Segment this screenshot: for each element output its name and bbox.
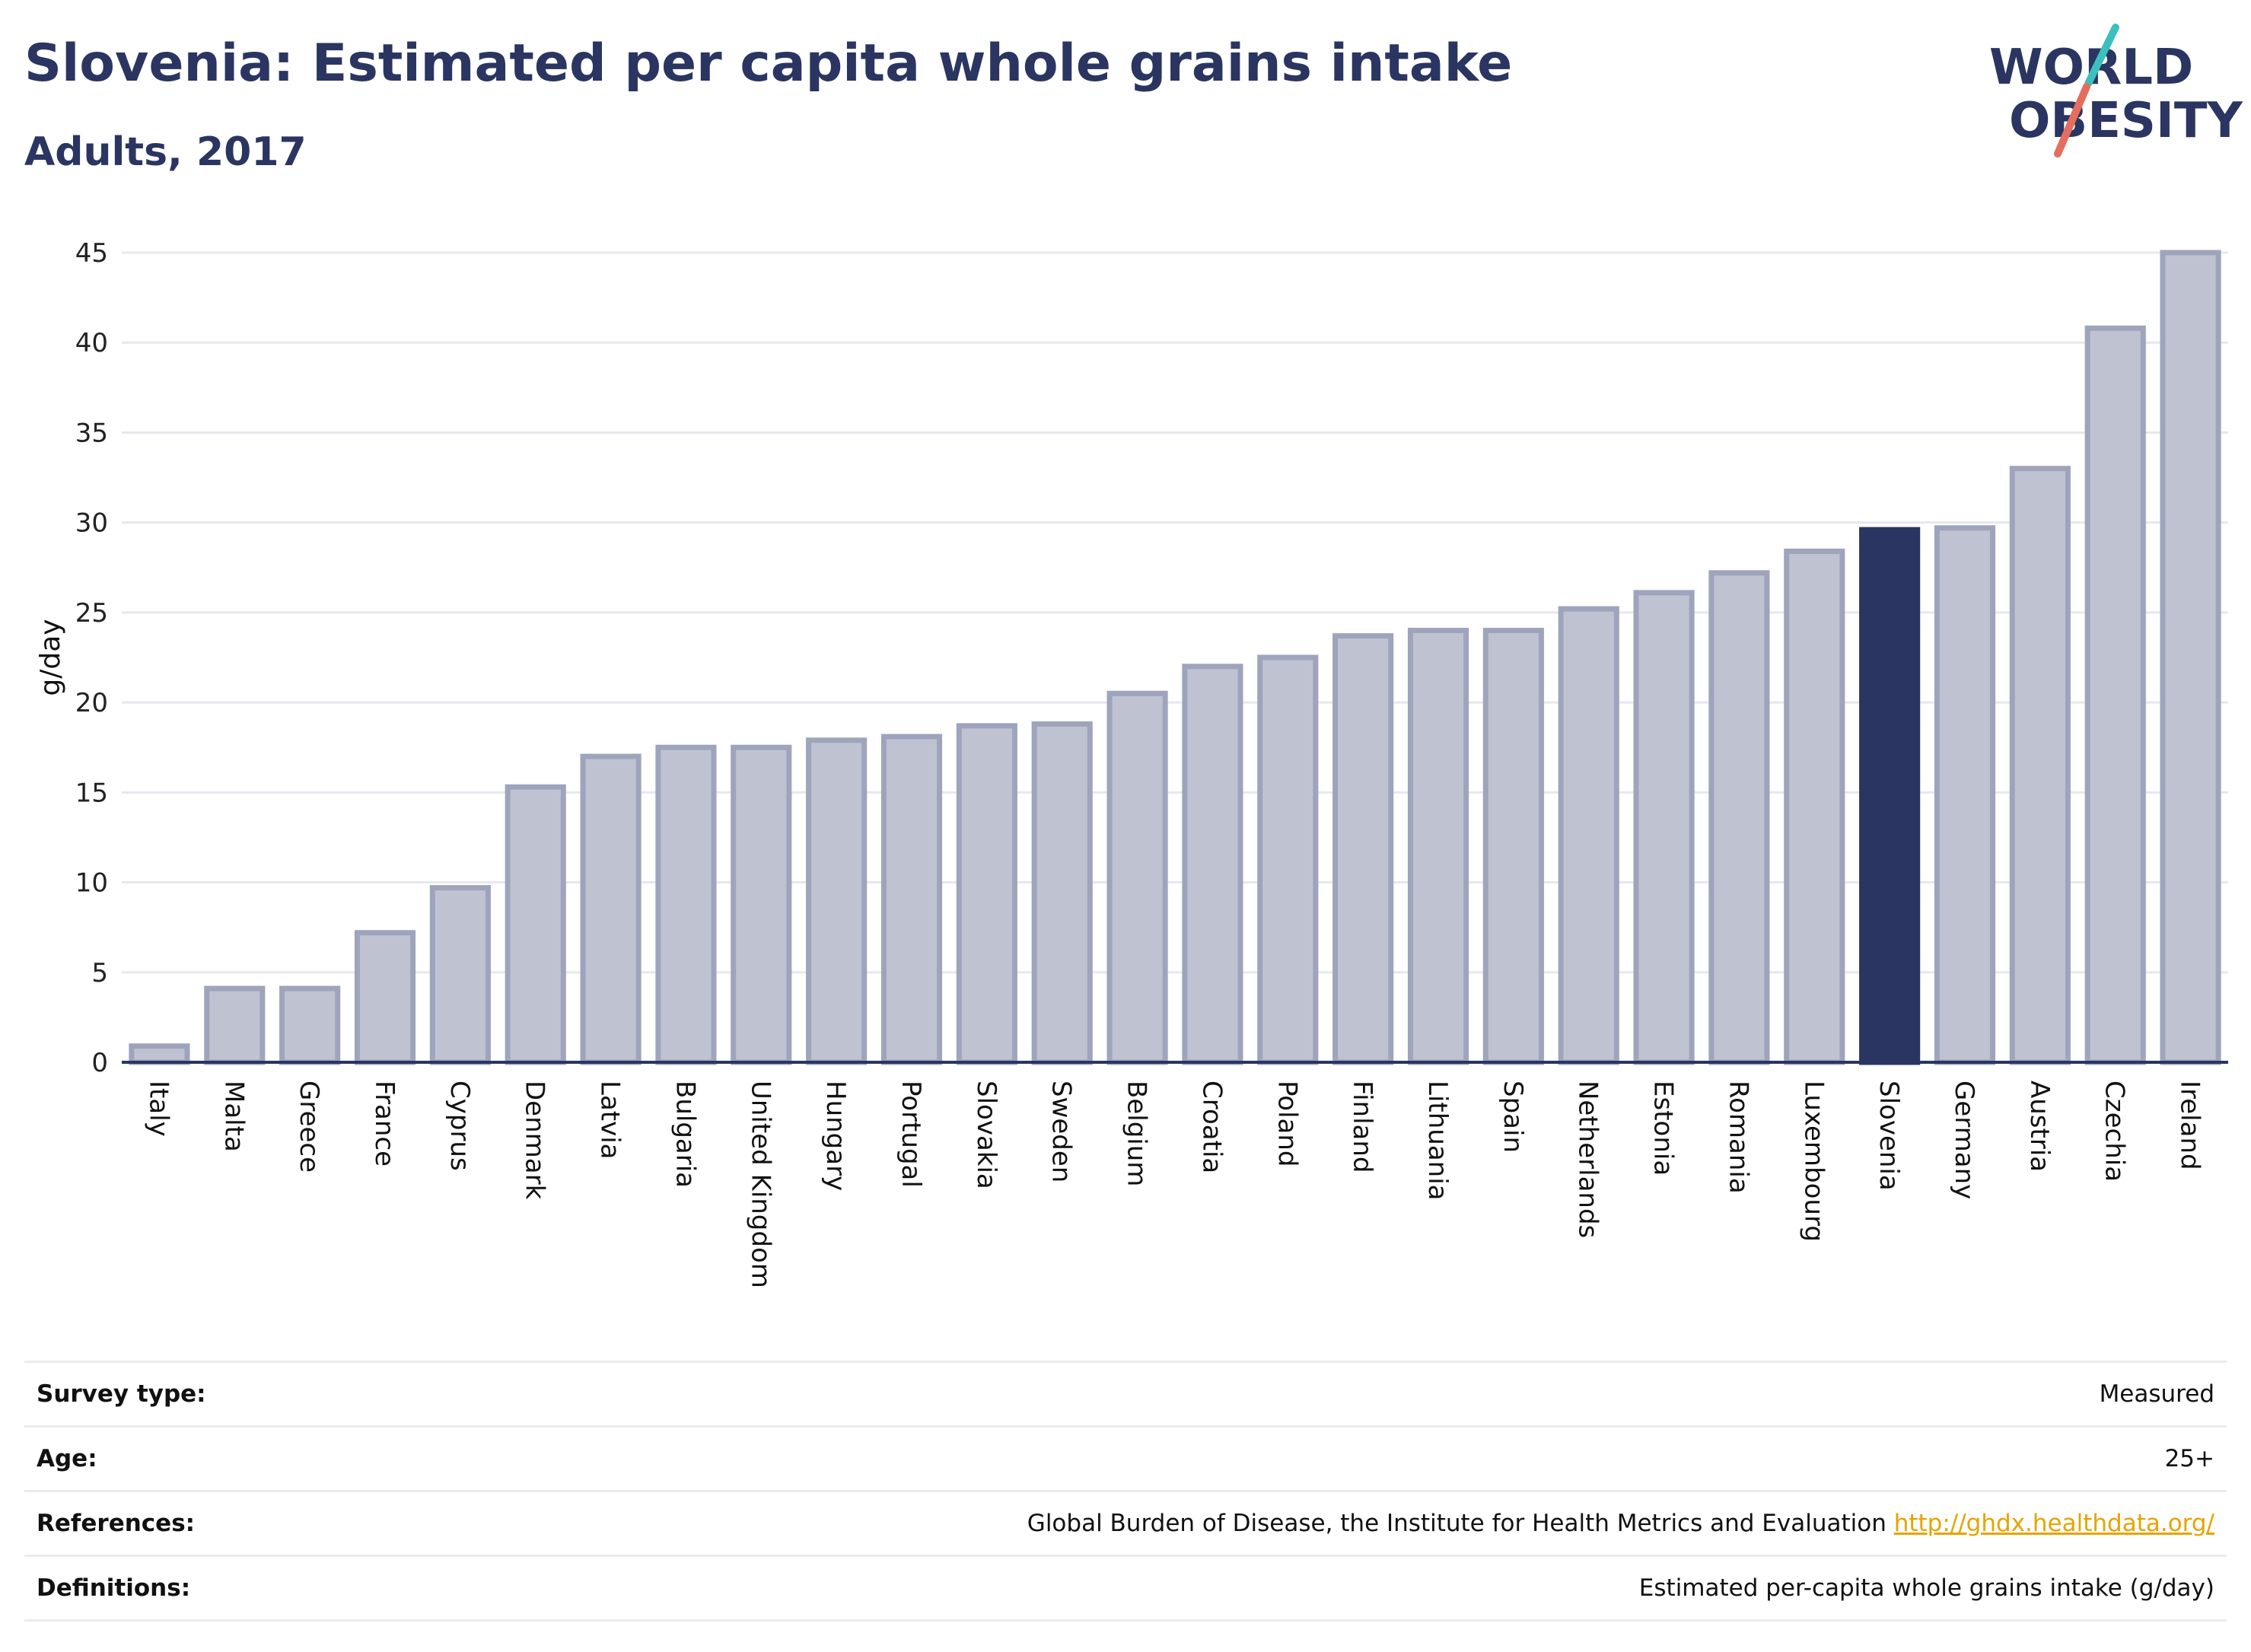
bar-romania[interactable] — [1708, 570, 1770, 1065]
x-tick-label: Luxembourg — [1798, 1081, 1829, 1242]
bar-hungary[interactable] — [806, 737, 868, 1065]
x-tick-label: France — [369, 1081, 400, 1167]
bar-austria[interactable] — [2009, 466, 2071, 1065]
bar-sweden[interactable] — [1031, 721, 1093, 1065]
x-tick-label: Austria — [2024, 1081, 2055, 1172]
bar-france[interactable] — [354, 930, 416, 1065]
x-tick-label: Ireland — [2175, 1081, 2205, 1170]
bar-croatia[interactable] — [1182, 664, 1243, 1065]
bar-slovenia[interactable] — [1859, 527, 1921, 1065]
x-tick-label: Portugal — [896, 1081, 926, 1188]
bar-luxembourg[interactable] — [1784, 548, 1845, 1065]
y-tick-label: 30 — [75, 508, 108, 539]
bar-germany[interactable] — [1934, 525, 1996, 1065]
x-tick-label: Bulgaria — [670, 1081, 700, 1188]
references-label: References: — [24, 1490, 328, 1556]
bar-malta[interactable] — [204, 985, 266, 1065]
bar-lithuania[interactable] — [1407, 628, 1469, 1065]
bar-greece[interactable] — [279, 985, 341, 1065]
x-tick-label: Estonia — [1648, 1081, 1679, 1176]
y-tick-label: 15 — [75, 778, 108, 808]
y-tick-label: 45 — [75, 238, 108, 269]
bar-netherlands[interactable] — [1558, 606, 1619, 1065]
x-tick-label: Netherlands — [1573, 1081, 1603, 1238]
y-tick-label: 35 — [75, 418, 108, 448]
bar-bulgaria[interactable] — [655, 744, 717, 1065]
x-tick-label: Italy — [143, 1081, 174, 1137]
bar-belgium[interactable] — [1106, 690, 1168, 1065]
bar-cyprus[interactable] — [429, 885, 491, 1065]
age-value: 25+ — [327, 1425, 2227, 1491]
definitions-value: Estimated per-capita whole grains intake… — [327, 1555, 2227, 1622]
bar-italy[interactable] — [129, 1043, 190, 1065]
bar-portugal[interactable] — [880, 734, 943, 1065]
x-tick-label: Malta — [218, 1081, 249, 1152]
bar-poland[interactable] — [1257, 654, 1319, 1065]
x-tick-label: Hungary — [820, 1081, 851, 1191]
references-text: Global Burden of Disease, the Institute … — [1027, 1510, 1886, 1537]
bars — [129, 250, 2221, 1065]
references-link[interactable]: http://ghdx.healthdata.org/ — [1893, 1510, 2214, 1537]
bar-chart: Italy Malta Greece France Cyprus Denmark Latvi… — [35, 238, 2228, 1288]
bar-latvia[interactable] — [580, 753, 642, 1065]
y-tick-label: 10 — [75, 868, 108, 899]
bar-estonia[interactable] — [1633, 590, 1695, 1065]
y-tick-label: 25 — [75, 598, 108, 629]
x-tick-label: Sweden — [1046, 1081, 1077, 1183]
bar-czechia[interactable] — [2084, 325, 2146, 1065]
x-axis-labels: Italy Malta Greece France Cyprus Denmark Latvi… — [143, 1081, 2205, 1288]
x-tick-label: Greece — [294, 1081, 324, 1173]
x-tick-label: Denmark — [520, 1081, 550, 1200]
bar-slovakia[interactable] — [956, 723, 1017, 1065]
info-row-definitions: Definitions: Estimated per-capita whole … — [24, 1555, 2227, 1622]
logo-line2: OBESITY — [2009, 93, 2243, 149]
page-subtitle: Adults, 2017 — [24, 129, 307, 175]
x-tick-label: Finland — [1347, 1081, 1377, 1173]
world-obesity-logo: WORLD OBESITY — [1989, 24, 2243, 158]
x-tick-label: Belgium — [1122, 1081, 1152, 1186]
info-table: Survey type: Measured Age: 25+ Reference… — [24, 1361, 2227, 1622]
y-tick-label: 0 — [91, 1048, 108, 1078]
references-value: Global Burden of Disease, the Institute … — [327, 1490, 2227, 1556]
x-tick-label: Latvia — [595, 1081, 626, 1160]
y-tick-label: 40 — [75, 328, 108, 358]
x-tick-label: Slovakia — [971, 1081, 1001, 1189]
survey-type-value: Measured — [327, 1361, 2227, 1427]
y-tick-label: 5 — [91, 958, 108, 988]
x-tick-label: Lithuania — [1422, 1081, 1453, 1200]
x-tick-label: Poland — [1272, 1081, 1302, 1167]
bar-spain[interactable] — [1482, 628, 1544, 1065]
logo-line1: WORLD — [1989, 40, 2193, 96]
y-axis-title: g/day — [35, 619, 66, 695]
bar-ireland[interactable] — [2160, 250, 2221, 1065]
age-label: Age: — [24, 1425, 328, 1491]
survey-type-label: Survey type: — [24, 1361, 328, 1427]
x-tick-label: Czechia — [2100, 1081, 2130, 1182]
logo-slash-teal — [2084, 24, 2119, 88]
bar-united-kingdom[interactable] — [731, 744, 792, 1065]
y-tick-label: 20 — [75, 688, 108, 718]
x-tick-label: Croatia — [1196, 1081, 1227, 1173]
info-row-survey-type: Survey type: Measured — [24, 1361, 2227, 1427]
page-title: Slovenia: Estimated per capita whole gra… — [24, 33, 1513, 94]
y-axis-labels: 0 5 10 15 20 25 30 35 40 45 — [75, 238, 108, 1078]
x-tick-label: Germany — [1949, 1081, 1979, 1199]
x-tick-label: Romania — [1723, 1081, 1753, 1194]
info-row-references: References: Global Burden of Disease, th… — [24, 1490, 2227, 1556]
bar-denmark[interactable] — [505, 784, 566, 1065]
x-tick-label: Spain — [1498, 1081, 1528, 1153]
bar-finland[interactable] — [1332, 633, 1394, 1065]
x-tick-label: Cyprus — [444, 1081, 475, 1171]
definitions-label: Definitions: — [24, 1555, 328, 1622]
logo-slash-coral — [2054, 83, 2090, 158]
x-tick-label: Slovenia — [1874, 1081, 1904, 1191]
x-tick-label: United Kingdom — [745, 1081, 775, 1288]
info-row-age: Age: 25+ — [24, 1425, 2227, 1491]
